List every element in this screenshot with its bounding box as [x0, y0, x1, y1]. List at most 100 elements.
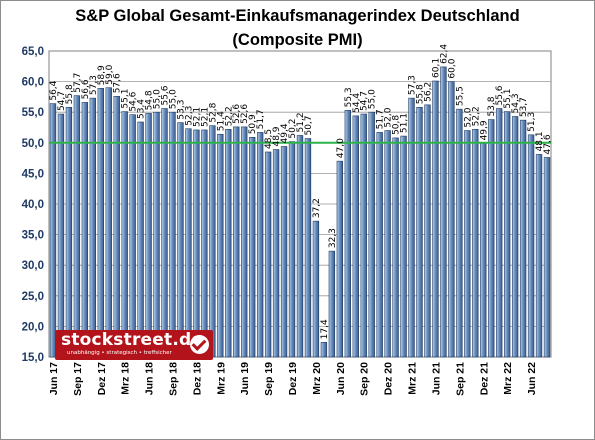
data-label: 51,1 [400, 113, 410, 133]
bar [177, 122, 184, 358]
y-tick-label: 20,0 [22, 321, 44, 333]
bar [145, 113, 152, 358]
data-label: 48,1 [535, 131, 545, 151]
y-tick-label: 50,0 [22, 138, 44, 150]
data-label: 48,5 [264, 129, 274, 149]
data-label: 51,3 [527, 112, 537, 132]
data-label: 55,3 [344, 87, 354, 107]
data-label: 50,8 [392, 115, 402, 135]
data-label: 56,2 [423, 82, 433, 102]
data-label: 58,9 [97, 65, 107, 85]
bar [201, 129, 208, 358]
bar [73, 95, 81, 358]
bar [360, 113, 367, 358]
data-label: 55,0 [368, 89, 378, 109]
x-tick-label: Sep 19 [263, 362, 275, 396]
bar [448, 81, 455, 358]
data-label: 54,8 [145, 90, 155, 110]
bar [368, 111, 375, 358]
data-label: 60,1 [431, 58, 441, 78]
data-label: 48,9 [272, 126, 282, 146]
x-tick-label: Mrz 21 [407, 362, 419, 395]
bar [400, 135, 407, 358]
y-tick-label: 65,0 [22, 46, 44, 58]
x-tick-label: Dez 19 [287, 362, 299, 395]
y-tick-label: 55,0 [22, 107, 44, 119]
bar [535, 154, 543, 358]
x-tick-label: Mrz 20 [311, 362, 323, 395]
data-label: 55,1 [503, 89, 513, 109]
data-label: 55,5 [455, 86, 465, 106]
x-tick-label: Jun 20 [335, 362, 347, 395]
x-tick-label: Sep 21 [454, 362, 466, 396]
bar [527, 134, 535, 358]
data-label: 54,6 [129, 91, 139, 111]
data-label: 52,8 [208, 102, 218, 122]
y-tick-label: 15,0 [22, 352, 44, 364]
bar [336, 160, 344, 358]
data-label: 55,8 [65, 84, 75, 104]
bar [488, 119, 495, 358]
bar [456, 108, 463, 358]
y-tick-label: 25,0 [22, 291, 44, 303]
x-tick-label: Mrz 22 [502, 362, 514, 395]
data-label: 55,1 [121, 89, 131, 109]
data-label: 54,7 [360, 91, 370, 111]
bar [121, 111, 128, 358]
bar [256, 132, 264, 358]
data-label: 52,0 [384, 107, 394, 127]
checkmark-icon [190, 335, 209, 354]
bar [312, 220, 320, 358]
bar [57, 113, 65, 358]
bar [225, 129, 232, 358]
bar [416, 107, 423, 358]
bar [511, 116, 519, 358]
data-label: 50,9 [248, 114, 258, 134]
data-label: 53,8 [487, 96, 497, 116]
y-tick-label: 35,0 [22, 230, 44, 242]
data-label: 52,2 [224, 106, 234, 126]
bar [209, 125, 216, 358]
x-tick-label: Jun 19 [239, 362, 251, 395]
data-label: 54,7 [57, 91, 67, 111]
bar [304, 138, 312, 358]
bar [113, 95, 120, 358]
data-label: 51,7 [256, 109, 266, 129]
data-label: 51,2 [296, 112, 306, 132]
y-tick-label: 60,0 [22, 77, 44, 89]
bar [432, 80, 439, 358]
bar [153, 111, 160, 358]
bar [384, 130, 391, 358]
y-tick-label: 30,0 [22, 260, 44, 272]
data-label: 54,4 [352, 93, 362, 113]
data-label: 17,4 [320, 319, 330, 339]
bar [464, 130, 471, 358]
x-tick-label: Dez 17 [96, 362, 108, 395]
bar [519, 119, 527, 358]
bar [81, 102, 89, 358]
x-tick-label: Jun 21 [430, 362, 442, 395]
x-tick-label: Dez 21 [478, 362, 490, 395]
data-label: 53,3 [176, 100, 186, 120]
data-label: 37,2 [312, 198, 322, 218]
data-label: 60,0 [447, 58, 457, 78]
x-tick-label: Sep 18 [168, 362, 180, 396]
bar [543, 157, 551, 358]
x-tick-label: Jun 17 [48, 362, 60, 395]
data-label: 55,6 [161, 85, 171, 105]
bar [193, 129, 200, 358]
bar [272, 149, 280, 358]
data-label: 55,6 [495, 85, 505, 105]
data-label: 57,7 [73, 73, 83, 93]
data-label: 59,0 [105, 64, 115, 84]
logo-tagline: unabhängig • strategisch • treffsicher [67, 350, 172, 356]
x-tick-label: Sep 17 [72, 362, 84, 396]
x-tick-label: Mrz 19 [215, 362, 227, 395]
data-label: 52,1 [192, 107, 202, 127]
bar [241, 126, 248, 358]
data-label: 50,7 [304, 115, 314, 135]
bar [233, 126, 240, 358]
data-label: 51,7 [376, 109, 386, 129]
x-tick-label: Dez 20 [383, 362, 395, 395]
